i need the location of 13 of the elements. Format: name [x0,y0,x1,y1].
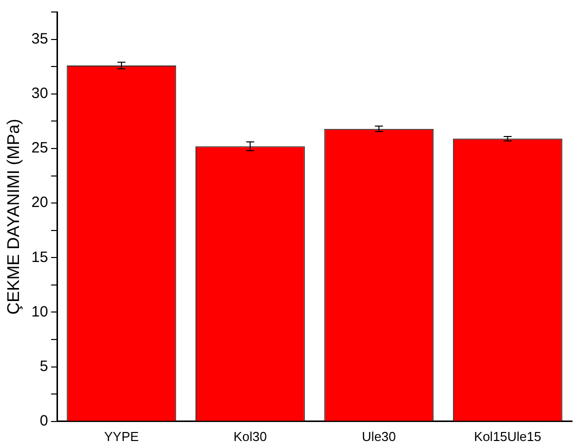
y-axis-title: ÇEKME DAYANIMI (MPa) [4,118,23,315]
y-tick-label: 15 [31,248,48,266]
y-tick-label: 5 [40,358,48,375]
y-tick-label: 35 [31,30,48,48]
x-tick-label: Kol30 [234,428,267,444]
x-tick-label: YYPE [104,428,140,444]
y-tick-label: 0 [40,412,48,430]
y-tick-label: 25 [31,140,48,157]
x-tick-label: Ule30 [362,428,396,444]
y-tick-label: 30 [31,85,48,102]
x-tick-label: Kol15Ule15 [474,428,542,444]
y-tick-label: 10 [31,303,48,320]
y-tick-label: 20 [31,194,48,212]
